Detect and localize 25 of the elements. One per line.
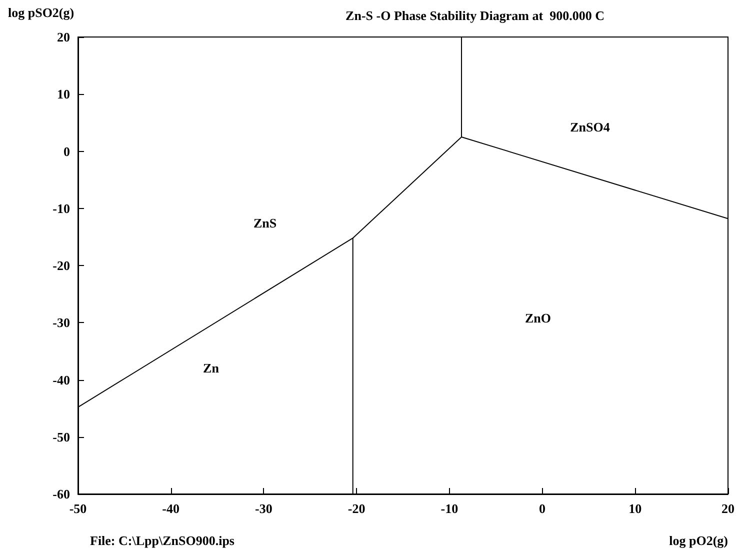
text: File: C:\Lpp\ZnSO900.ips (90, 533, 234, 548)
y-tick-label: -60 (52, 486, 70, 502)
y-tick-label: -40 (52, 372, 70, 388)
y-tick-label: -30 (52, 315, 70, 330)
y-tick-label: -20 (52, 258, 70, 273)
x-tick-label: 10 (628, 501, 642, 516)
x-tick-label: 20 (722, 501, 734, 516)
x-tick-label: -50 (69, 501, 87, 516)
x-tick-label: -30 (255, 501, 272, 516)
y-tick-label: 10 (57, 86, 70, 102)
annotation: Zn (203, 360, 220, 376)
y-tick-label: 0 (64, 144, 70, 159)
y-tick-label: -50 (52, 429, 70, 444)
x-tick-label: -40 (162, 501, 180, 516)
x-tick-label: -20 (348, 501, 366, 516)
y-axis-title: log pSO2(g) (8, 5, 74, 20)
annotation: ZnS (253, 216, 277, 230)
annotation: ZnSO4 (570, 120, 610, 134)
x-tick-label: 0 (539, 501, 546, 516)
y-tick-label: -10 (52, 200, 70, 216)
chart-title: Zn-S -O Phase Stability Diagram at 900.000 C (346, 8, 604, 23)
y-tick-label: 20 (57, 30, 70, 44)
x-tick-label: -10 (440, 501, 458, 516)
x-axis-title: log pO2(g) (669, 533, 728, 548)
annotation: ZnO (524, 310, 552, 326)
